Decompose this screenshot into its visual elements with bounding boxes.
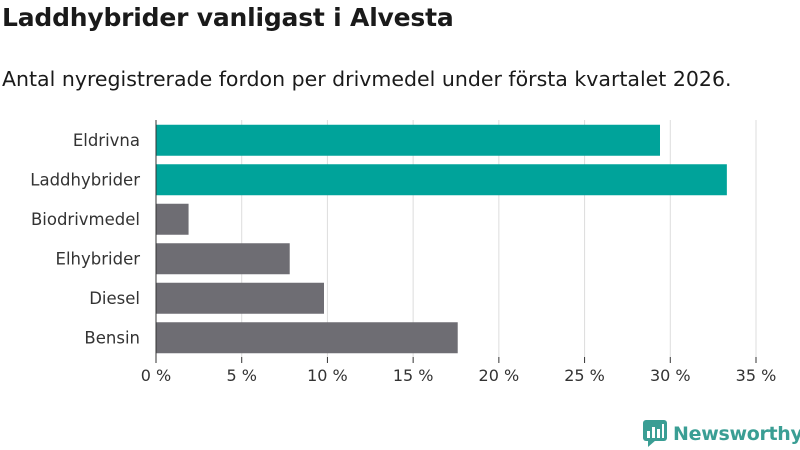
bar (156, 282, 324, 314)
category-label: Laddhybrider (30, 170, 140, 189)
bar (156, 243, 290, 275)
tick-label: 15 % (393, 366, 434, 385)
tick-label: 20 % (479, 366, 520, 385)
bar (156, 322, 458, 354)
chart-title: Laddhybrider vanligast i Alvesta (2, 3, 454, 32)
bar (156, 164, 727, 196)
category-label: Eldrivna (73, 131, 140, 150)
brand-name: Newsworthy (673, 423, 800, 445)
tick-label: 25 % (564, 366, 605, 385)
category-label: Biodrivmedel (31, 210, 140, 229)
category-label: Diesel (89, 289, 140, 308)
chart-subtitle: Antal nyregistrerade fordon per drivmede… (2, 67, 732, 91)
tick-label: 35 % (736, 366, 777, 385)
tick-label: 0 % (141, 366, 171, 385)
category-label: Bensin (84, 328, 140, 347)
newsworthy-chart-icon (643, 420, 667, 447)
bar (156, 203, 189, 235)
newsworthy-logo: Newsworthy (643, 420, 800, 448)
tick-label: 10 % (307, 366, 348, 385)
tick-label: 5 % (226, 366, 256, 385)
tick-label: 30 % (650, 366, 691, 385)
bar (156, 124, 660, 156)
category-label: Elhybrider (56, 249, 141, 268)
